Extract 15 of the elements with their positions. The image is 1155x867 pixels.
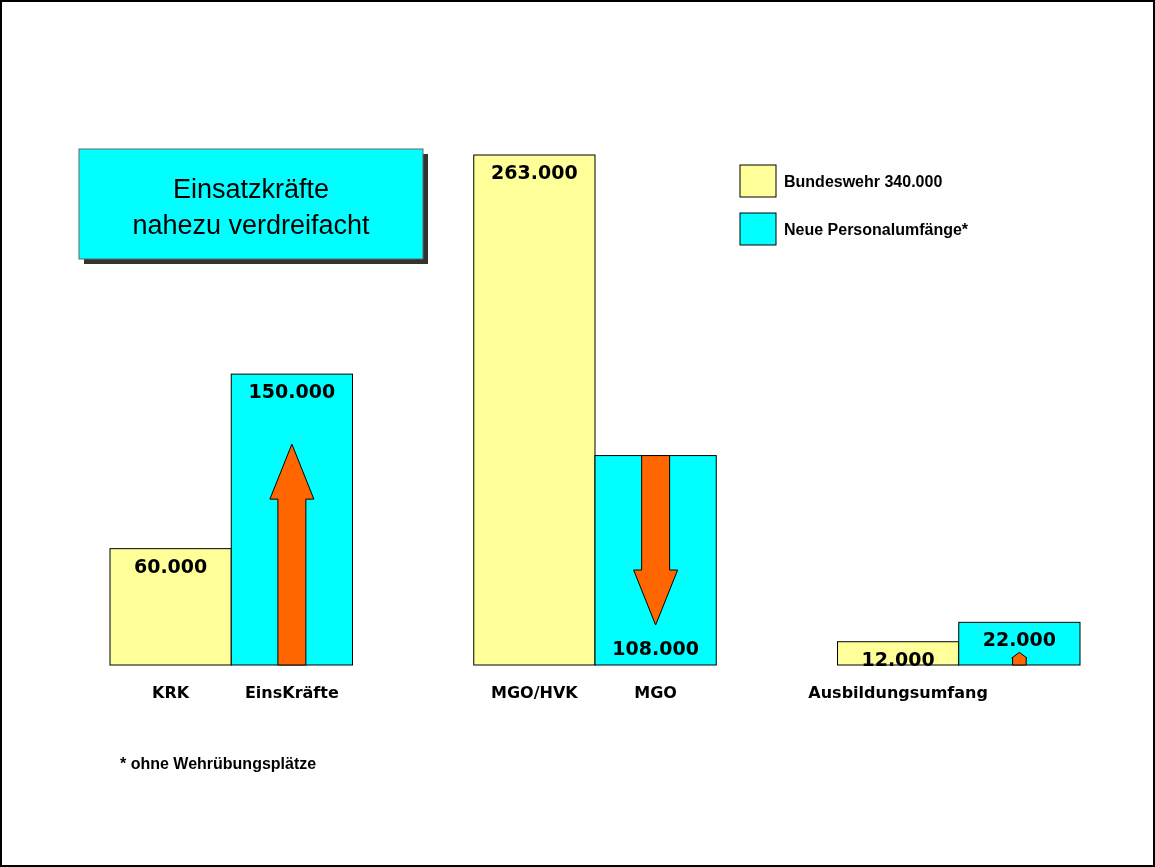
data-label: 263.000: [491, 161, 578, 183]
x-tick-label: KRK: [152, 683, 190, 702]
legend-label: Neue Personalumfänge*: [784, 221, 969, 238]
annotation: Einsatzkräfte nahezu verdreifacht: [132, 174, 371, 240]
x-tick-label: EinsKräfte: [244, 683, 339, 702]
data-label: 108.000: [612, 637, 699, 659]
text: * ohne Wehrübungsplätze: [120, 755, 317, 772]
data-label: 60.000: [133, 554, 208, 577]
x-tick-label: Ausbildungsumfang: [808, 683, 988, 702]
legend-label: Bundeswehr 340.000: [784, 173, 943, 190]
data-label: 22.000: [982, 628, 1057, 651]
data-label: 150.000: [248, 380, 336, 403]
data-label: 12.000: [861, 647, 935, 670]
x-tick-label: MGO: [634, 683, 677, 702]
x-tick-label: MGO/HVK: [491, 683, 579, 702]
